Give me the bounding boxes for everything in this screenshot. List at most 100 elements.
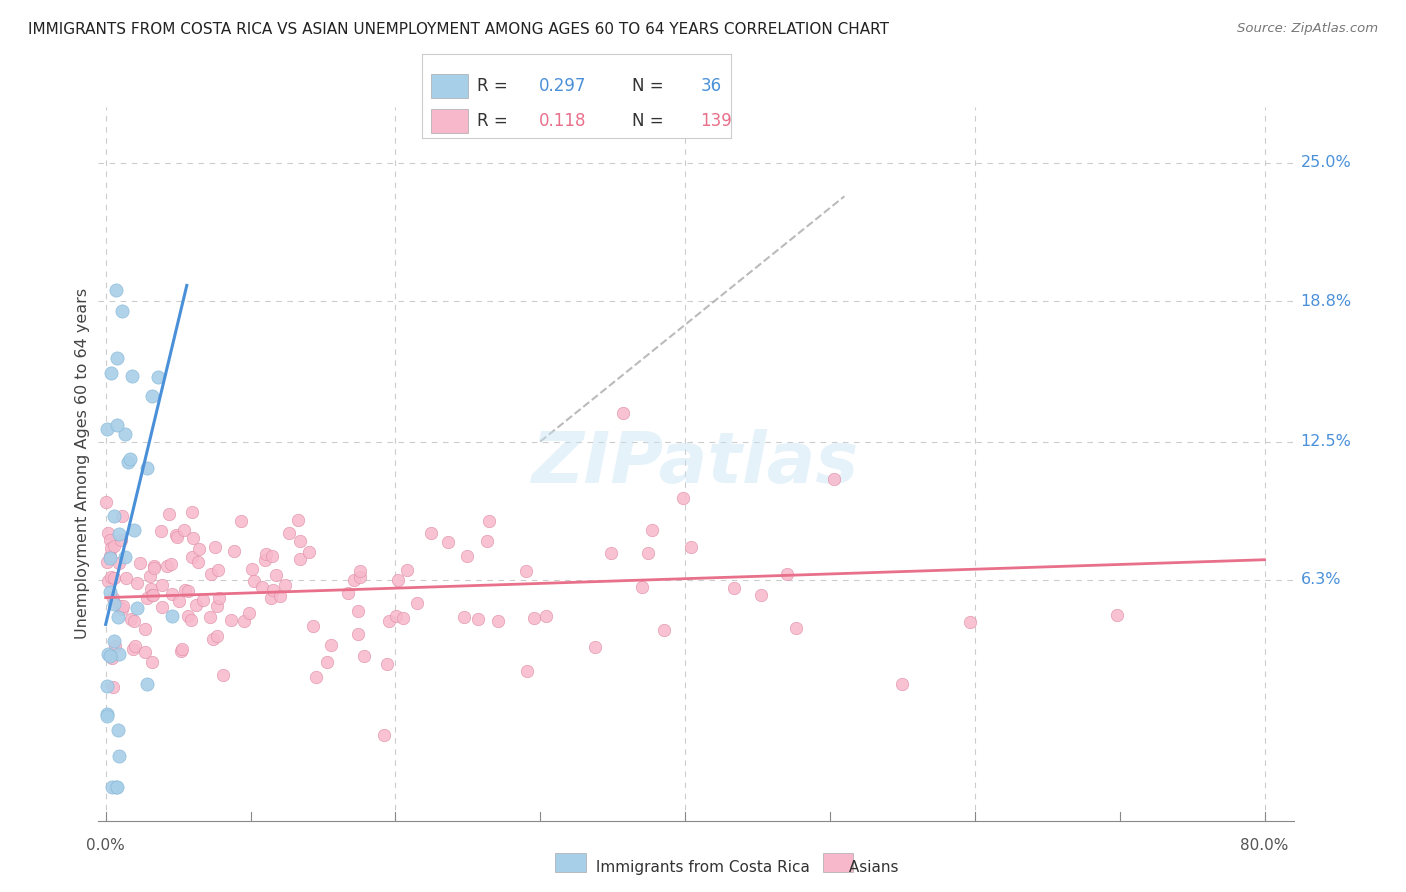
Point: [122, 523, 145, 537]
Point: [346, 627, 368, 641]
Point: [114, 549, 136, 564]
Bar: [555, 853, 586, 872]
Point: [141, 656, 163, 670]
Point: [100, 367, 122, 381]
Point: [420, 526, 443, 541]
Text: IMMIGRANTS FROM COSTA RICA VS ASIAN UNEMPLOYMENT AMONG AGES 60 TO 64 YEARS CORRE: IMMIGRANTS FROM COSTA RICA VS ASIAN UNEM…: [28, 22, 889, 37]
Point: [111, 601, 134, 615]
Point: [101, 651, 124, 665]
Point: [177, 583, 200, 598]
Point: [141, 389, 163, 403]
Point: [124, 640, 146, 654]
Point: [150, 524, 173, 538]
Point: [181, 531, 204, 545]
Point: [136, 461, 159, 475]
Point: [260, 591, 283, 605]
Point: [1105, 607, 1128, 622]
Point: [107, 610, 129, 624]
Point: [157, 507, 180, 521]
Point: [118, 452, 141, 467]
Point: [142, 559, 165, 574]
Point: [100, 533, 122, 548]
Point: [224, 543, 246, 558]
Point: [94, 495, 117, 509]
Point: [104, 639, 127, 653]
Point: [202, 632, 225, 646]
Point: [160, 558, 183, 572]
Point: [395, 563, 418, 577]
Point: [353, 649, 375, 664]
Point: [98, 550, 121, 565]
Point: [749, 589, 772, 603]
Text: 12.5%: 12.5%: [1301, 434, 1351, 449]
Point: [219, 613, 242, 627]
Point: [600, 546, 623, 560]
Point: [97, 647, 120, 661]
Point: [207, 599, 229, 614]
Point: [288, 552, 311, 566]
Point: [319, 638, 342, 652]
Point: [108, 599, 131, 613]
Point: [98, 648, 121, 663]
Point: [114, 426, 136, 441]
Point: [120, 612, 142, 626]
Point: [250, 580, 273, 594]
Point: [103, 597, 125, 611]
Point: [186, 598, 208, 612]
Point: [204, 540, 226, 554]
Point: [486, 615, 509, 629]
Text: 0.118: 0.118: [540, 112, 586, 130]
Point: [107, 723, 129, 737]
Point: [373, 728, 395, 742]
Point: [641, 523, 664, 537]
Point: [156, 559, 179, 574]
Point: [304, 670, 326, 684]
Point: [105, 780, 128, 794]
Point: [110, 303, 132, 318]
Text: R =: R =: [478, 77, 513, 95]
Point: [637, 546, 659, 560]
Point: [240, 561, 263, 575]
Point: [207, 563, 229, 577]
Point: [96, 707, 118, 722]
Point: [101, 680, 124, 694]
Point: [516, 664, 538, 678]
Point: [278, 525, 301, 540]
Text: R =: R =: [478, 112, 513, 130]
Point: [103, 509, 125, 524]
Point: [229, 514, 252, 528]
Y-axis label: Unemployment Among Ages 60 to 64 years: Unemployment Among Ages 60 to 64 years: [75, 288, 90, 640]
Text: 36: 36: [700, 77, 721, 95]
Point: [139, 569, 162, 583]
Point: [125, 576, 148, 591]
Point: [273, 578, 295, 592]
Point: [103, 571, 125, 585]
Point: [298, 545, 321, 559]
Point: [208, 591, 231, 605]
Point: [134, 622, 156, 636]
Point: [233, 615, 256, 629]
Point: [105, 283, 128, 297]
Point: [315, 656, 337, 670]
Point: [515, 564, 537, 578]
Text: Immigrants from Costa Rica: Immigrants from Costa Rica: [591, 860, 810, 874]
Text: ZIPatlas: ZIPatlas: [533, 429, 859, 499]
Point: [200, 566, 222, 581]
Point: [385, 609, 408, 624]
Point: [187, 541, 209, 556]
Point: [100, 570, 122, 584]
Point: [290, 533, 312, 548]
Point: [166, 530, 188, 544]
Point: [264, 568, 287, 582]
Point: [142, 588, 165, 602]
Point: [254, 548, 277, 562]
Point: [406, 596, 429, 610]
Point: [141, 588, 163, 602]
Point: [191, 593, 214, 607]
Point: [377, 657, 399, 671]
Point: [150, 578, 173, 592]
Point: [103, 591, 125, 605]
Point: [134, 645, 156, 659]
Point: [681, 540, 703, 554]
Text: 6.3%: 6.3%: [1301, 573, 1341, 587]
